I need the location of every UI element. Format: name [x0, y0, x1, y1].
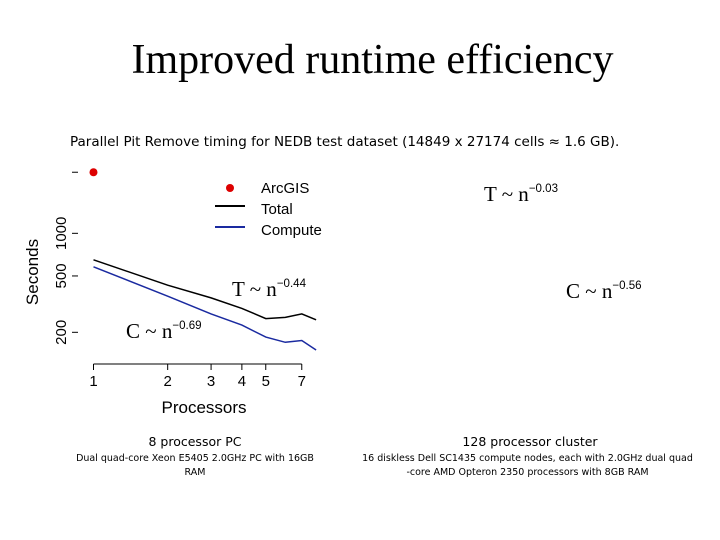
legend-label-total: Total: [261, 201, 293, 218]
y-axis-label: Seconds: [23, 239, 42, 305]
x-tick-label: 1: [89, 373, 97, 390]
x-tick-label: 2: [164, 373, 172, 390]
x-tick-label: 3: [207, 373, 215, 390]
legend-label-compute: Compute: [261, 222, 322, 239]
compute-line: [93, 266, 317, 351]
compute-fit-annotation: C ~ n−0.69: [126, 319, 202, 343]
y-tick-label: 500: [53, 263, 70, 288]
pc-caption-line1: Dual quad-core Xeon E5405 2.0GHz PC with…: [76, 453, 314, 464]
x-tick-label: 5: [262, 373, 270, 390]
pc-caption-heading: 8 processor PC: [148, 434, 242, 449]
x-axis-label: Processors: [161, 398, 246, 417]
cluster-caption-heading: 128 processor cluster: [462, 434, 598, 449]
y-tick-label: 1000: [53, 217, 70, 250]
arcgis-point: [89, 168, 98, 177]
cluster-caption-line1: 16 diskless Dell SC1435 compute nodes, e…: [362, 453, 693, 464]
pc-caption-body: Dual quad-core Xeon E5405 2.0GHz PC with…: [60, 452, 330, 480]
slide-subtitle: Parallel Pit Remove timing for NEDB test…: [70, 134, 620, 150]
legend-marker-arcgis: [226, 184, 234, 192]
y-tick-label: 200: [53, 320, 70, 345]
x-tick-label: 7: [298, 373, 306, 390]
total-line: [93, 259, 317, 321]
cluster-caption-line2: -core AMD Opteron 2350 processors with 8…: [406, 467, 649, 478]
legend-label-arcgis: ArcGIS: [261, 180, 309, 197]
cluster-caption-body: 16 diskless Dell SC1435 compute nodes, e…: [340, 452, 715, 480]
total-fit-annotation: T ~ n−0.44: [232, 277, 307, 301]
pc-caption-line2: RAM: [184, 467, 206, 478]
slide-title: Improved runtime efficiency: [131, 37, 614, 83]
x-tick-label: 4: [238, 373, 246, 390]
